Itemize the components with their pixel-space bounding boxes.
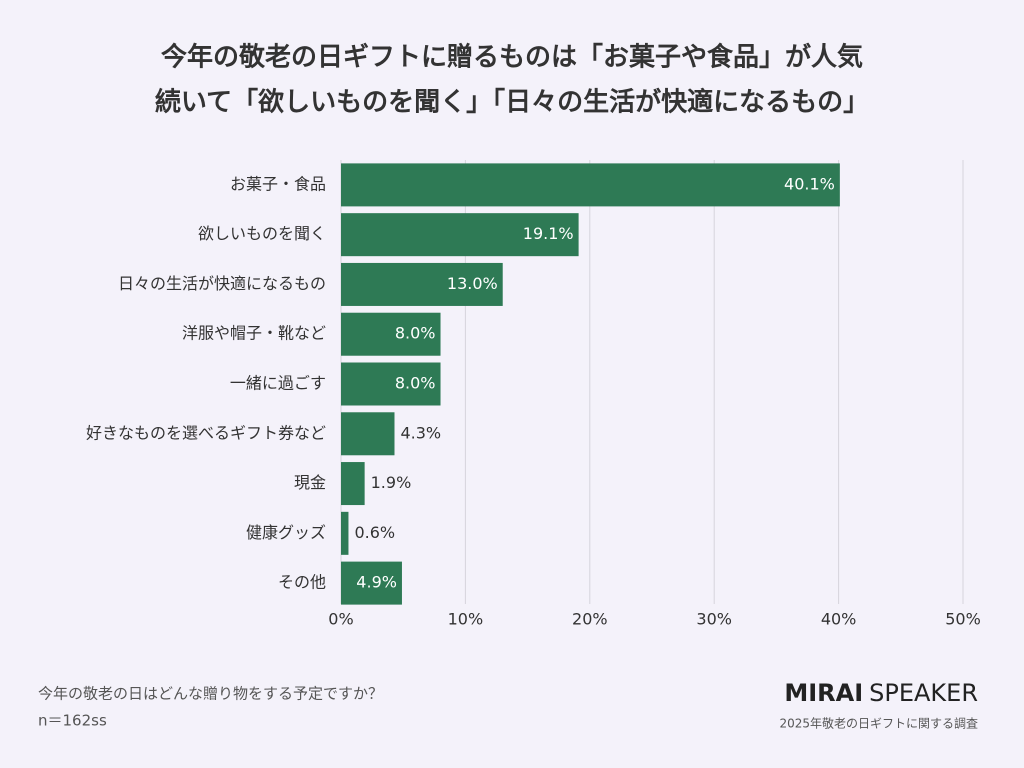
sample-size: n＝162ss: [38, 712, 107, 730]
x-tick-label: 20%: [572, 610, 608, 629]
value-label: 8.0%: [395, 324, 436, 343]
y-tick-label: お菓子・食品: [230, 174, 326, 193]
x-tick-label: 50%: [945, 610, 981, 629]
y-tick-label: 現金: [294, 473, 326, 492]
question: 今年の敬老の日はどんな贈り物をする予定ですか？: [38, 685, 383, 703]
value-label: 40.1%: [784, 174, 835, 193]
y-tick-label: 一緒に過ごす: [230, 374, 326, 393]
y-tick-label: その他: [278, 573, 326, 592]
bar: [341, 561, 402, 605]
value-label: 13.0%: [447, 274, 498, 293]
brand-light: SPEAKER: [869, 679, 978, 707]
bar: [341, 462, 365, 506]
value-label: 8.0%: [395, 374, 436, 393]
bar: [341, 213, 579, 257]
value-label: 19.1%: [523, 224, 574, 243]
value-label: 4.3%: [400, 423, 441, 442]
bar: [341, 262, 503, 306]
chart-title: 今年の敬老の日ギフトに贈るものは「お菓子や食品」が人気: [161, 42, 863, 73]
value-label: 4.9%: [356, 573, 397, 592]
y-tick-label: 欲しいものを聞く: [198, 224, 326, 243]
plot: 0% 10% 20% 30% 40% 50% お菓子・食品 40.1% 欲しいものを聞く 19.1…: [86, 160, 981, 629]
bar: [341, 312, 441, 356]
brand-bold: MIRAI: [784, 679, 863, 707]
bar: [341, 412, 395, 456]
source: 2025年敬老の日ギフトに関する調査: [779, 717, 978, 731]
value-label: 0.6%: [354, 523, 395, 542]
bar: [341, 511, 349, 555]
x-tick-label: 30%: [696, 610, 732, 629]
x-tick-label: 40%: [821, 610, 857, 629]
x-tick-label: 0%: [328, 610, 353, 629]
y-tick-label: 日々の生活が快適になるもの: [118, 274, 326, 293]
bar: [341, 362, 441, 406]
y-tick-label: 洋服や帽子・靴など: [182, 324, 326, 343]
brand: MIRAI SPEAKER: [784, 679, 978, 707]
bar: [341, 163, 840, 207]
chart-title: 続いて「欲しいものを聞く」「日々の生活が快適になるもの」: [155, 87, 869, 118]
x-tick-label: 10%: [448, 610, 484, 629]
value-label: 1.9%: [371, 473, 412, 492]
y-tick-label: 好きなものを選べるギフト券など: [86, 423, 326, 442]
y-tick-label: 健康グッズ: [246, 523, 326, 542]
